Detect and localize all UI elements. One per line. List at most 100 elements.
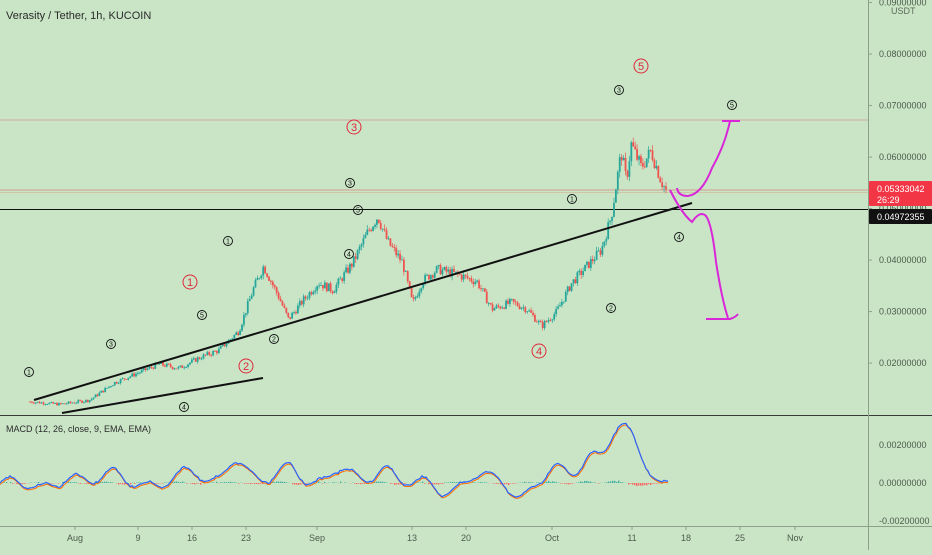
minor-wave-label: 4	[182, 405, 186, 412]
candle-body	[31, 402, 33, 403]
candle-body	[590, 259, 592, 268]
macd-histogram-bar	[324, 482, 325, 483]
macd-histogram-bar	[120, 483, 121, 484]
candle-body	[284, 306, 286, 308]
candle-body	[233, 335, 235, 339]
candle-body	[588, 262, 590, 268]
price-tick-label: 0.03000000	[879, 307, 927, 317]
macd-histogram-bar	[648, 483, 649, 484]
price-tick-label: 0.07000000	[879, 101, 927, 111]
macd-histogram-bar	[12, 483, 13, 484]
candle-body	[185, 367, 187, 368]
candle-body	[210, 355, 212, 356]
candle-body	[226, 344, 228, 346]
candle-body	[314, 291, 316, 292]
macd-histogram-bar	[358, 483, 359, 484]
macd-histogram-bar	[292, 483, 293, 484]
macd-histogram-bar	[72, 482, 73, 483]
candle-body	[343, 272, 345, 281]
candle-body	[644, 167, 646, 168]
candle-body	[37, 402, 39, 403]
candle-body	[178, 367, 180, 369]
candle-body	[330, 283, 332, 291]
candle-body	[374, 225, 376, 227]
candle-body	[632, 142, 634, 146]
candle-body	[310, 292, 312, 294]
macd-histogram-bar	[614, 481, 615, 483]
candle-body	[102, 391, 104, 392]
macd-histogram-bar	[76, 482, 77, 483]
candle-body	[447, 270, 449, 272]
candle-body	[332, 291, 334, 293]
macd-histogram-bar	[382, 482, 383, 483]
candle-body	[312, 292, 314, 294]
macd-histogram-bar	[444, 482, 445, 483]
candle-body	[349, 264, 351, 273]
candle-body	[139, 373, 141, 374]
macd-histogram-bar	[286, 482, 287, 483]
macd-histogram-bar	[428, 483, 429, 484]
candle-body	[395, 248, 397, 255]
macd-histogram-bar	[284, 482, 285, 483]
candle-body	[627, 171, 629, 177]
macd-histogram-bar	[394, 483, 395, 485]
candle-body	[193, 358, 195, 359]
minor-wave-label: 5	[200, 313, 204, 320]
candle-body	[218, 349, 220, 353]
macd-histogram-bar	[424, 483, 425, 484]
macd-histogram-bar	[548, 481, 549, 483]
candle-body	[486, 292, 488, 304]
macd-histogram-bar	[224, 482, 225, 483]
candle-body	[95, 395, 97, 398]
candle-body	[453, 269, 455, 272]
macd-histogram-bar	[564, 483, 565, 484]
candle-body	[494, 308, 496, 310]
macd-histogram-bar	[546, 482, 547, 483]
candle-body	[320, 285, 322, 286]
candle-body	[172, 367, 174, 369]
macd-histogram-bar	[102, 482, 103, 483]
candle-body	[212, 351, 214, 355]
candle-body	[176, 369, 178, 370]
candle-body	[386, 230, 388, 239]
candle-body	[630, 142, 632, 161]
candle-body	[657, 166, 659, 178]
candle-body	[499, 307, 501, 309]
macd-histogram-bar	[248, 483, 249, 484]
candle-body	[654, 160, 656, 168]
candle-body	[393, 247, 395, 248]
candle-body	[571, 283, 573, 291]
macd-histogram-bar	[298, 483, 299, 485]
macd-histogram-bar	[440, 483, 441, 484]
candle-body	[291, 313, 293, 319]
macd-histogram-bar	[274, 482, 275, 483]
macd-histogram-bar	[86, 483, 87, 484]
macd-histogram-bar	[22, 483, 23, 484]
macd-histogram-bar	[220, 482, 221, 483]
candle-body	[46, 404, 48, 405]
minor-wave-label: 3	[617, 88, 621, 95]
macd-histogram-bar	[506, 483, 507, 484]
candle-body	[445, 267, 447, 272]
candle-body	[461, 275, 463, 280]
candle-body	[245, 313, 247, 315]
candle-body	[287, 313, 289, 317]
macd-histogram-bar	[378, 482, 379, 483]
candle-body	[628, 161, 630, 177]
candle-body	[488, 303, 490, 304]
price-tick-label: 0.09000000	[879, 0, 927, 8]
candle-body	[364, 235, 366, 238]
macd-histogram-bar	[628, 483, 629, 485]
minor-wave-label: 1	[570, 197, 574, 204]
macd-histogram-bar	[162, 483, 163, 484]
candle-body	[382, 229, 384, 230]
candle-body	[216, 351, 218, 353]
candle-body	[152, 368, 154, 369]
candle-body	[663, 186, 665, 187]
candle-body	[399, 254, 401, 260]
macd-histogram-bar	[644, 483, 645, 485]
candle-body	[576, 272, 578, 283]
candle-body	[484, 288, 486, 291]
candle-body	[235, 332, 237, 334]
